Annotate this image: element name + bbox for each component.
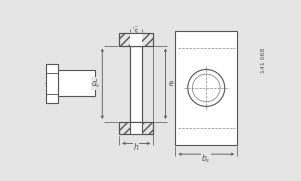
Bar [130,46,142,122]
Text: 141 068: 141 068 [262,48,266,73]
Bar [119,122,153,134]
Circle shape [188,70,225,106]
Text: e: e [169,79,173,88]
Bar [130,122,142,134]
Text: h: h [134,144,138,153]
Text: s: s [134,27,138,36]
Bar [130,33,142,46]
Bar [46,64,58,103]
Text: b$_s$: b$_s$ [201,153,211,165]
Bar [175,31,237,145]
Text: d$_s$: d$_s$ [91,77,101,90]
Bar [58,70,95,96]
Bar [119,33,153,46]
Circle shape [192,74,220,102]
